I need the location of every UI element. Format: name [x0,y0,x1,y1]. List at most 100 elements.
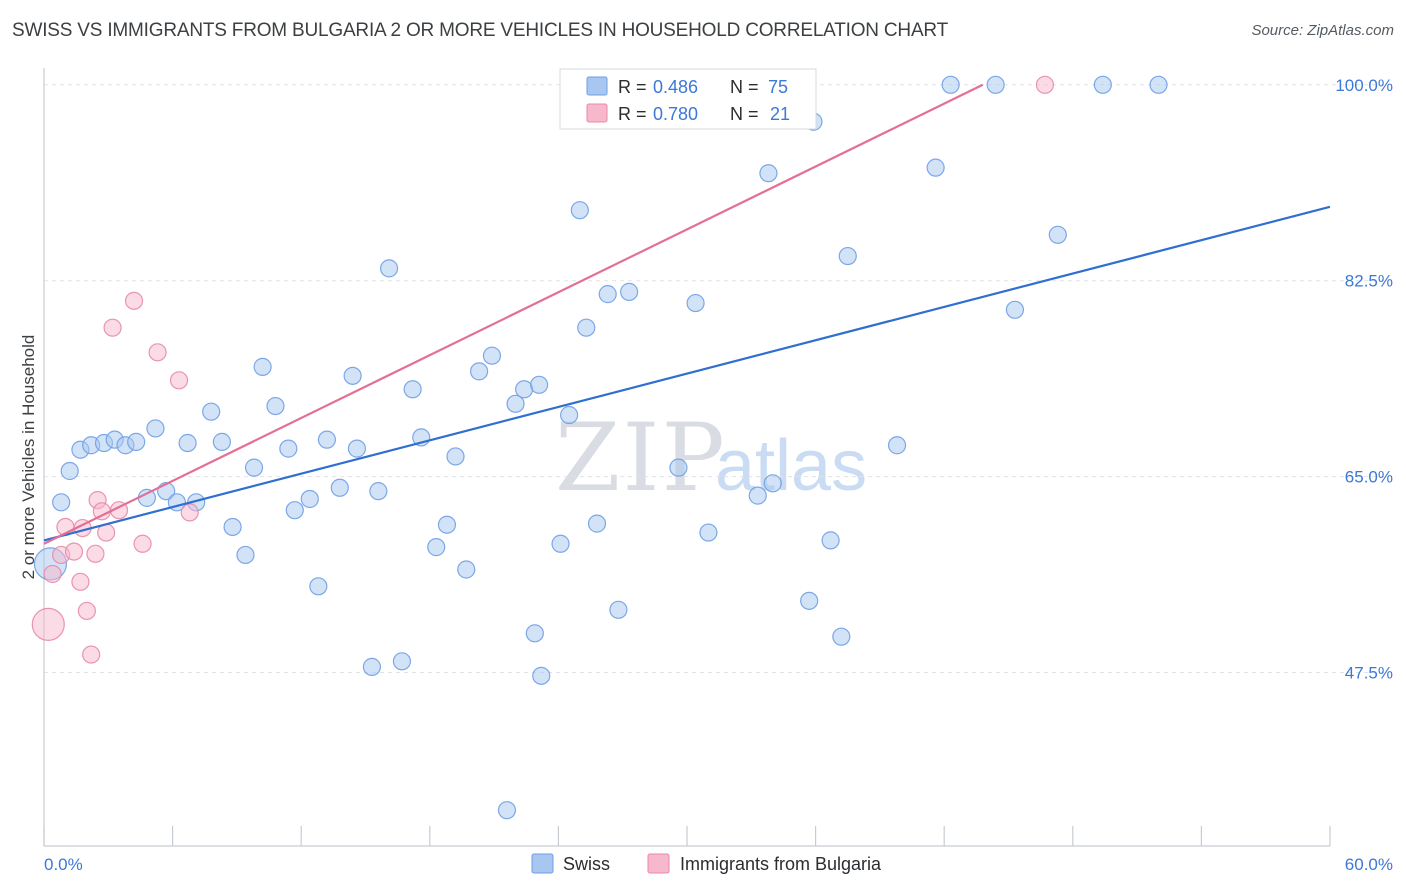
point-swiss [620,282,639,301]
trend-lines [43,83,1331,545]
point-swiss [469,362,489,381]
point-swiss [577,318,596,337]
point-swiss [515,380,534,399]
y-axis-tick-labels: 47.5% 65.0% 82.5% 100.0% [1335,76,1393,683]
point-swiss [530,375,549,394]
point-swiss [266,396,285,416]
point-swiss [800,591,819,610]
point-swiss [838,246,857,266]
point-swiss [285,501,304,520]
scatter-points [31,75,1168,820]
point-bulgaria [169,371,189,390]
point-bulgaria [103,318,122,337]
legend-r-value-swiss: 0.486 [653,77,698,97]
point-bulgaria [77,601,96,621]
bottom-legend-swatch-swiss [531,853,554,874]
gridlines [44,84,1393,673]
series-legend: Swiss Immigrants from Bulgaria [531,853,882,874]
point-swiss [212,432,231,451]
point-swiss [392,652,412,671]
point-swiss [941,75,960,94]
point-swiss [506,394,525,413]
point-swiss [551,534,570,553]
point-swiss [926,158,945,177]
y-tick-label: 82.5% [1345,272,1393,291]
x-tick-label-max: 60.0% [1345,855,1393,874]
point-swiss [669,458,688,477]
point-swiss [379,259,399,278]
point-swiss [532,666,551,685]
point-swiss [759,164,778,183]
point-bulgaria [43,564,62,584]
point-bulgaria [124,291,144,310]
legend-r-label-bulgaria: R = [618,104,647,124]
point-swiss [763,474,782,493]
point-swiss [309,577,328,596]
y-tick-label: 100.0% [1335,76,1393,95]
legend-n-label-swiss: N = [730,77,759,97]
point-swiss [403,380,422,399]
point-swiss [482,346,502,365]
point-swiss [343,366,362,385]
point-bulgaria [133,534,152,553]
point-swiss [244,458,264,477]
point-swiss [236,545,255,565]
bottom-legend-label-swiss: Swiss [563,854,610,874]
point-swiss [178,433,197,453]
point-swiss [317,430,337,449]
point-swiss [137,488,156,507]
point-bulgaria [180,503,199,522]
point-bulgaria [31,607,65,641]
y-axis-label: 2 or more Vehicles in Household [19,335,38,580]
point-swiss [347,439,367,458]
point-swiss [60,461,79,481]
x-axis-ticks [43,826,1331,846]
point-swiss [362,657,382,676]
x-tick-label-min: 0.0% [44,855,83,874]
legend-swatch-swiss [586,76,608,96]
legend-r-label-swiss: R = [618,77,647,97]
point-swiss [1005,300,1025,319]
bottom-legend-swatch-bulgaria [647,853,670,874]
legend-n-value-bulgaria: 21 [770,104,790,124]
legend-swatch-bulgaria [586,103,608,123]
watermark-atlas: atlas [715,426,867,506]
y-tick-label: 65.0% [1345,468,1393,487]
trend-line-swiss [43,205,1331,542]
point-swiss [300,489,319,509]
point-swiss [497,801,517,820]
point-swiss [146,419,165,438]
chart-title: SWISS VS IMMIGRANTS FROM BULGARIA 2 OR M… [12,20,949,41]
point-swiss [748,486,767,505]
point-swiss [525,624,544,643]
point-swiss [1048,225,1067,244]
point-swiss [686,293,705,313]
point-swiss [52,493,71,512]
point-swiss [223,517,242,537]
source-label: Source: ZipAtlas.com [1251,22,1394,39]
point-bulgaria [71,572,90,591]
point-swiss [1149,75,1168,94]
point-swiss [202,402,221,421]
point-swiss [598,285,617,304]
point-swiss [560,405,579,425]
point-swiss [437,515,457,534]
legend-r-value-bulgaria: 0.780 [653,104,698,124]
point-swiss [369,482,388,501]
point-swiss [699,523,718,542]
point-swiss [330,478,349,497]
point-swiss [609,600,628,619]
point-swiss [457,560,476,579]
point-swiss [1093,75,1112,94]
watermark-zip: ZIP [555,404,727,513]
legend-n-label-bulgaria: N = [730,104,759,124]
point-swiss [887,436,907,455]
point-swiss [587,514,607,533]
point-swiss [127,432,146,451]
trend-line-bulgaria [43,83,984,545]
watermark: ZIP atlas [555,404,867,513]
bottom-legend-label-bulgaria: Immigrants from Bulgaria [680,854,882,874]
point-swiss [253,357,272,376]
point-bulgaria [148,343,167,362]
